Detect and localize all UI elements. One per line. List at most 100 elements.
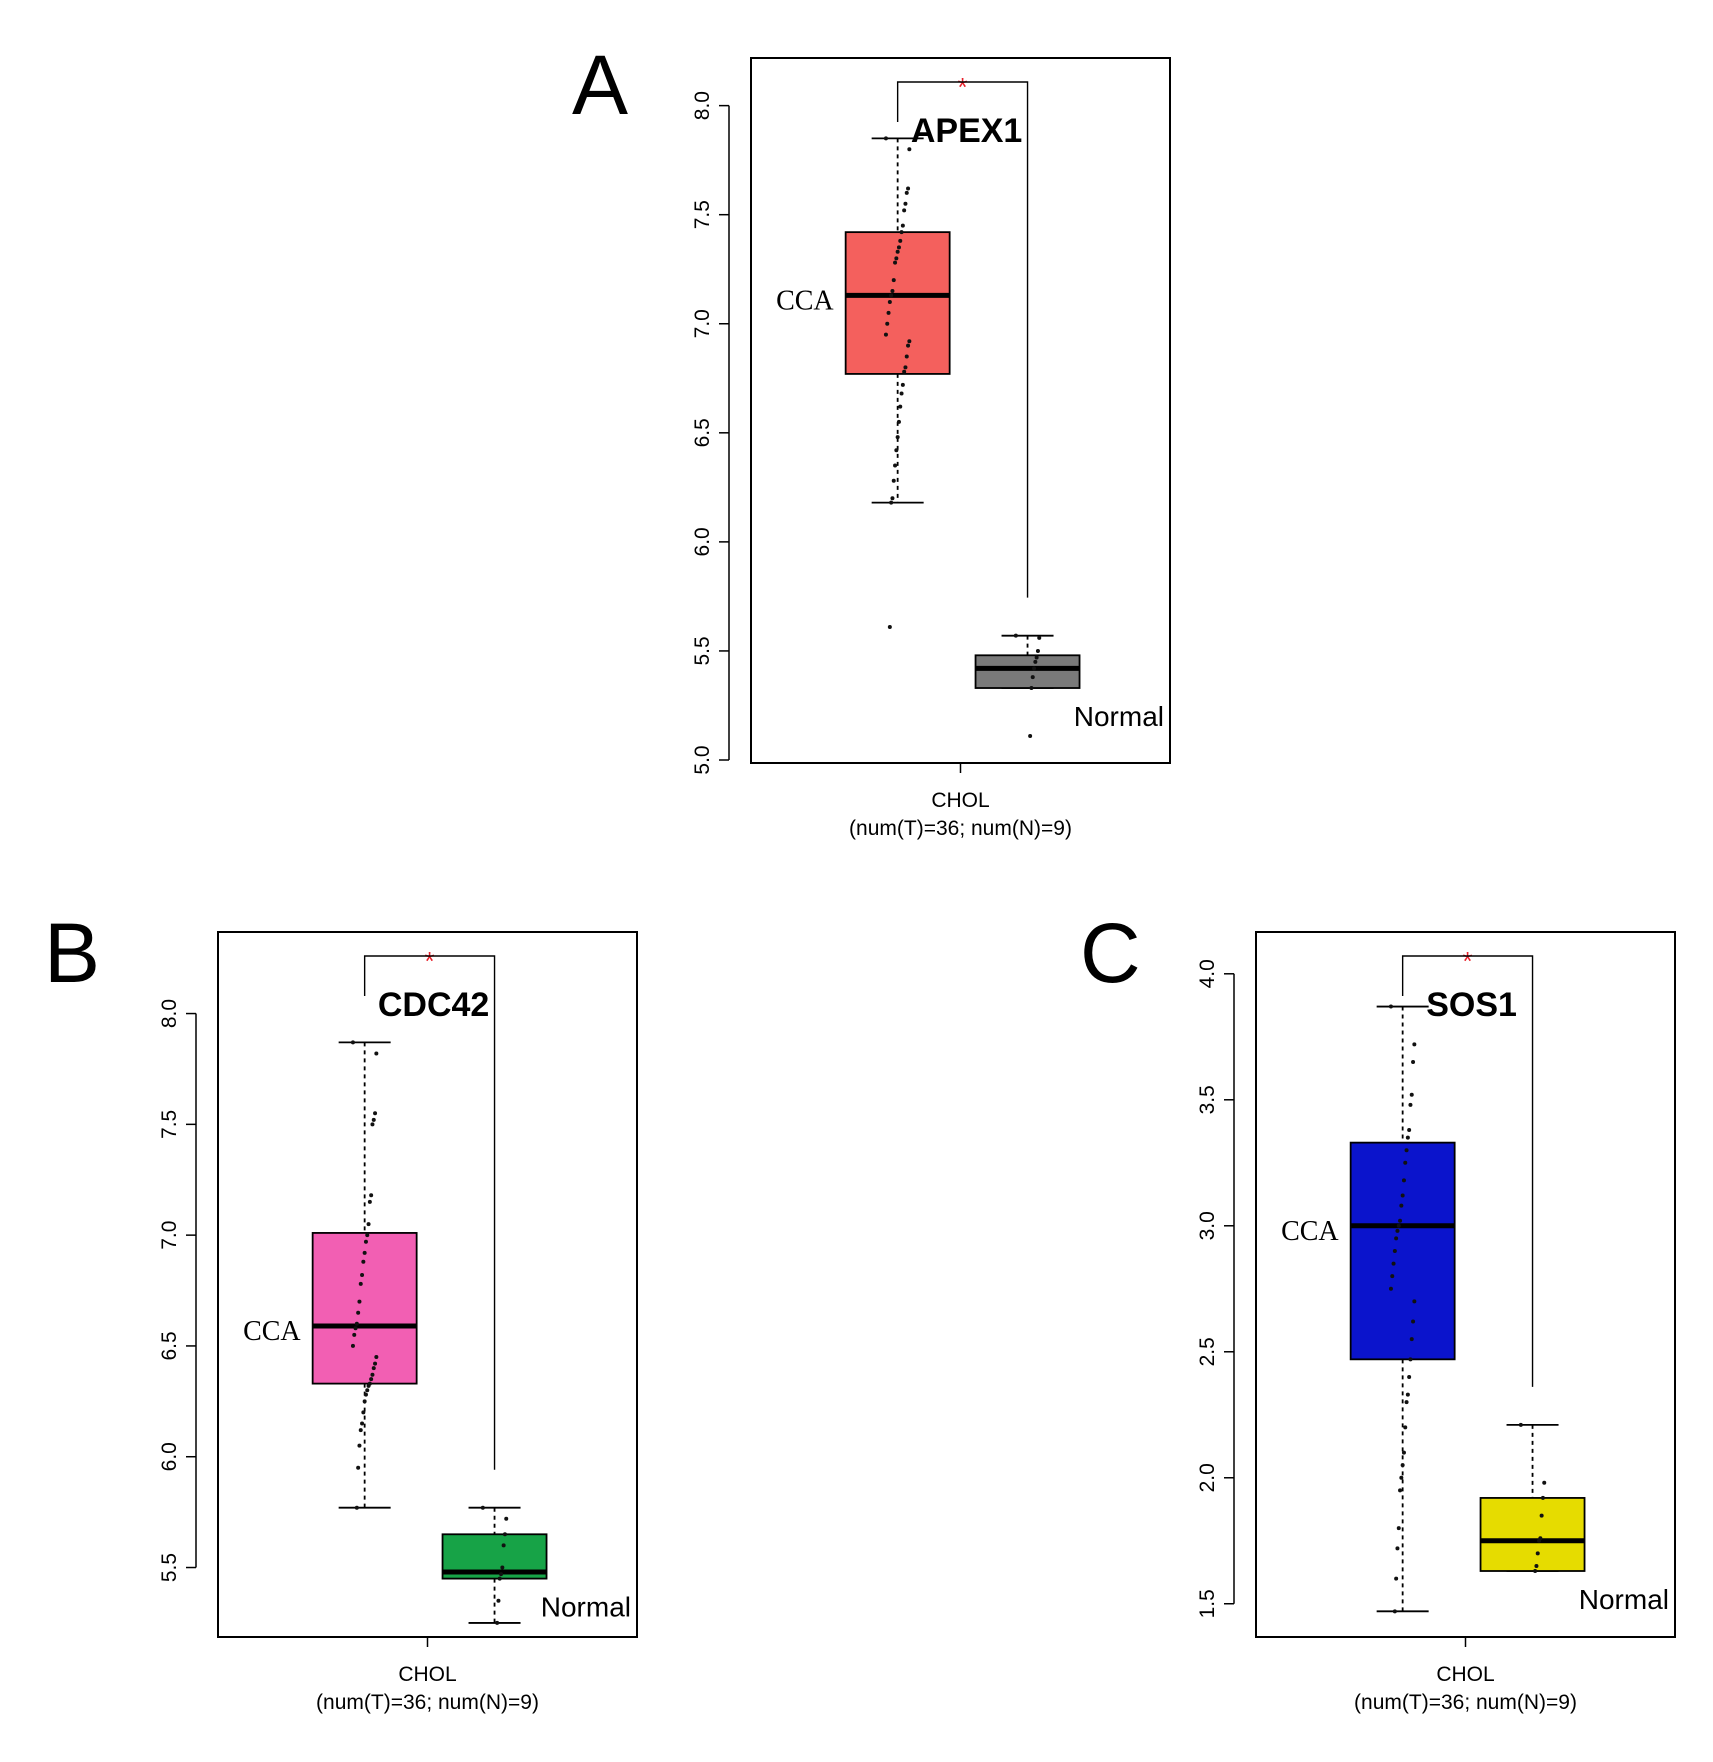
data-point	[1395, 1546, 1400, 1551]
data-point	[896, 245, 901, 250]
data-point	[1035, 648, 1040, 653]
y-tick-label: 6.0	[691, 527, 714, 556]
iqr-box	[1479, 1497, 1586, 1572]
data-point	[1411, 1319, 1416, 1324]
plot-frame	[1255, 931, 1676, 1638]
data-point	[891, 478, 896, 483]
data-point	[356, 1465, 361, 1470]
data-point	[890, 289, 895, 294]
y-axis: 1.5 2.0 2.5 3.0 3.5 4.0	[1196, 959, 1467, 1647]
data-point	[1388, 1286, 1393, 1291]
data-point	[363, 1392, 368, 1397]
data-point	[1408, 1102, 1413, 1107]
data-point	[894, 448, 899, 453]
data-point	[358, 1428, 363, 1433]
y-tick-label: 5.5	[691, 636, 714, 665]
data-point	[373, 1361, 378, 1366]
data-point	[1533, 1569, 1538, 1574]
tumor-group-label: CCA	[776, 285, 834, 316]
data-point	[1409, 1092, 1414, 1097]
panel-label: C	[1080, 906, 1141, 1000]
data-point	[358, 1281, 363, 1286]
x-axis-sublabel: (num(T)=36; num(N)=9)	[849, 817, 1072, 840]
data-point	[1403, 1160, 1408, 1165]
data-point	[365, 1233, 370, 1238]
y-tick-label: 7.0	[691, 309, 714, 338]
data-point	[361, 1259, 366, 1264]
data-point	[895, 249, 900, 254]
data-point	[495, 1620, 500, 1625]
data-point	[1029, 686, 1034, 691]
data-point	[1396, 1526, 1401, 1531]
data-point	[899, 391, 904, 396]
y-tick-label: 3.0	[1196, 1211, 1219, 1240]
y-tick-label: 7.5	[691, 200, 714, 229]
significance-bracket: *	[363, 946, 496, 1470]
data-point	[1013, 633, 1018, 638]
y-tick-label: 6.0	[158, 1442, 181, 1471]
data-point	[1396, 1223, 1401, 1228]
normal-group-label: Normal	[1074, 701, 1164, 732]
x-axis-label: CHOL	[398, 1663, 456, 1686]
panel-c: C 1.5 2.0 2.5 3.0 3.5 4.0 * SOS1 CCA Normal C…	[1080, 906, 1676, 1714]
data-point	[893, 260, 898, 265]
iqr-box	[974, 654, 1081, 689]
x-axis-sublabel: (num(T)=36; num(N)=9)	[316, 1691, 539, 1714]
data-point	[367, 1199, 372, 1204]
data-point	[356, 1310, 361, 1315]
data-point	[890, 496, 895, 501]
significance-bracket: *	[896, 72, 1029, 598]
data-point	[1399, 1475, 1404, 1480]
data-point	[1539, 1513, 1544, 1518]
data-point	[1395, 1228, 1400, 1233]
panel-label: A	[572, 38, 628, 132]
data-point	[362, 1399, 367, 1404]
data-point	[1028, 734, 1033, 739]
data-point	[1399, 1203, 1404, 1208]
data-point	[1518, 1422, 1523, 1427]
data-point	[500, 1565, 505, 1570]
data-point	[1030, 675, 1035, 680]
tumor-box	[844, 136, 951, 629]
data-point	[371, 1366, 376, 1371]
data-point	[907, 147, 912, 152]
panel-a: A 5.0 5.5 6.0 6.5 7.0 7.5 8.0 * APEX1 CCA Norm…	[572, 38, 1171, 840]
panel-b: B 5.56.06.57.07.58.0 * CDC42 CCA Normal …	[44, 906, 638, 1714]
data-point	[900, 223, 905, 228]
panel-label: B	[44, 906, 100, 1000]
iqr-box	[1349, 1141, 1456, 1361]
data-point	[369, 1193, 374, 1198]
data-point	[1537, 1538, 1542, 1543]
data-point	[1403, 1425, 1408, 1430]
data-point	[1401, 1178, 1406, 1183]
plot-frame	[217, 931, 638, 1638]
data-point	[360, 1421, 365, 1426]
significance-star: *	[425, 946, 435, 976]
data-point	[896, 419, 901, 424]
data-point	[1037, 635, 1042, 640]
data-point	[902, 369, 907, 374]
gene-title: SOS1	[1426, 986, 1517, 1024]
tumor-group-label: CCA	[1281, 1216, 1339, 1247]
data-point	[903, 365, 908, 370]
data-point	[504, 1516, 509, 1521]
data-point	[1032, 666, 1037, 671]
tumor-box	[311, 1040, 418, 1510]
y-tick-label: 1.5	[1196, 1589, 1219, 1618]
bracket-line	[1401, 955, 1534, 1387]
data-point	[1540, 1495, 1545, 1500]
y-tick-label: 5.5	[158, 1553, 181, 1582]
box-marks	[311, 1040, 548, 1625]
tumor-group-label: CCA	[243, 1316, 301, 1347]
iqr-box	[844, 231, 951, 375]
data-point	[350, 1343, 355, 1348]
data-point	[898, 238, 903, 243]
y-axis: 5.0 5.5 6.0 6.5 7.0 7.5 8.0	[691, 91, 962, 775]
data-point	[883, 136, 888, 141]
gene-title: CDC42	[378, 986, 489, 1024]
data-point	[354, 1505, 359, 1510]
y-tick-label: 8.0	[158, 999, 181, 1028]
data-point	[496, 1598, 501, 1603]
significance-bracket: *	[1401, 946, 1534, 1387]
